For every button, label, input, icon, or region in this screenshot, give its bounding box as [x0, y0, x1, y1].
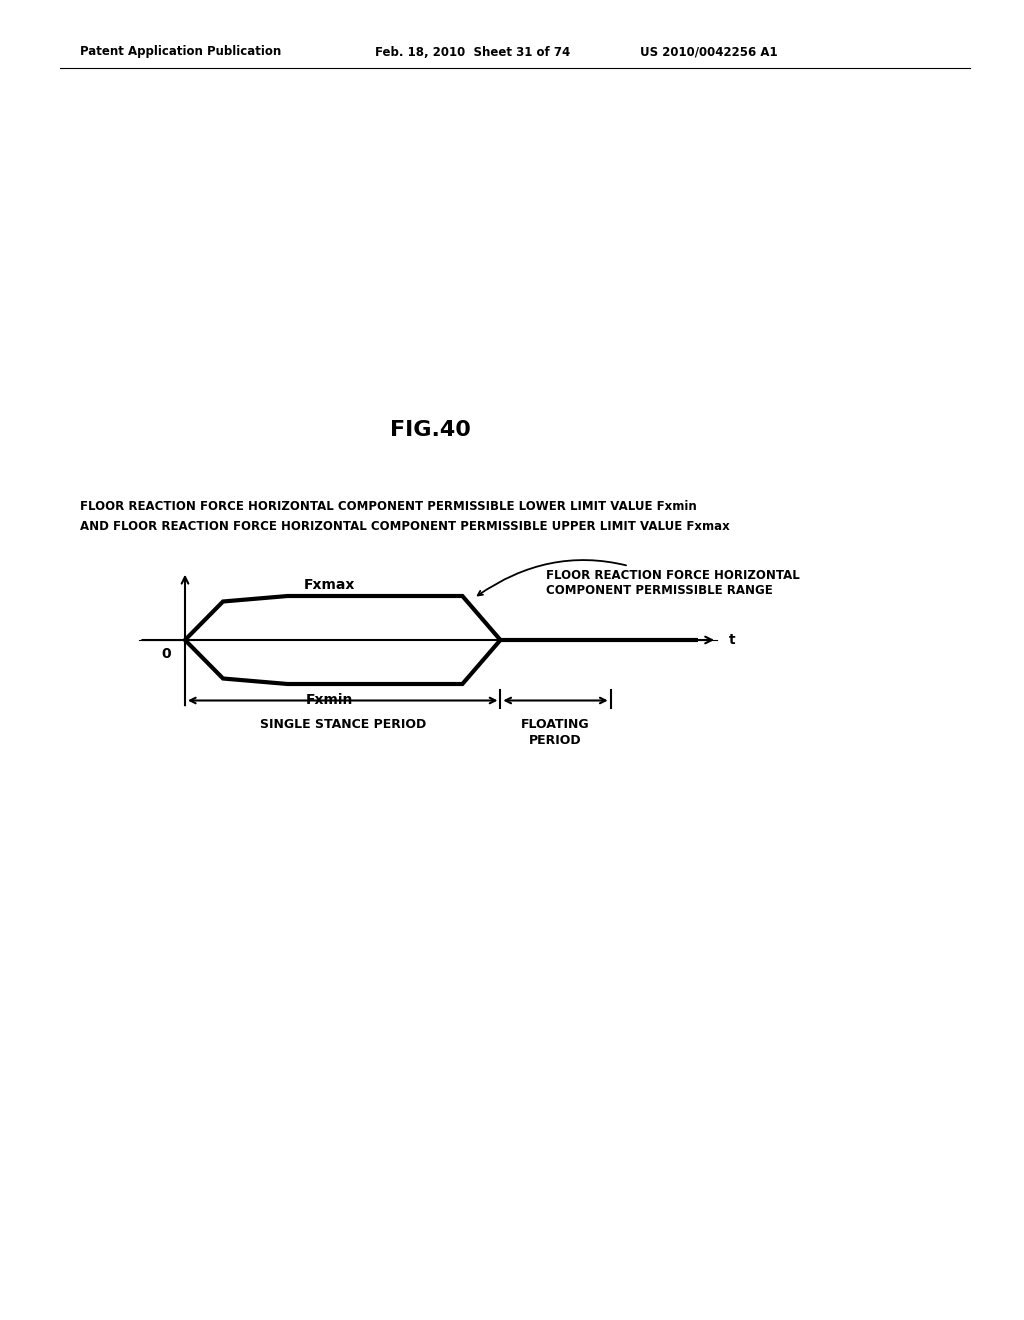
Text: Patent Application Publication: Patent Application Publication: [80, 45, 282, 58]
Text: Fxmax: Fxmax: [304, 578, 355, 591]
Text: FLOATING
PERIOD: FLOATING PERIOD: [521, 718, 590, 747]
Polygon shape: [185, 597, 501, 684]
Text: US 2010/0042256 A1: US 2010/0042256 A1: [640, 45, 777, 58]
Text: FIG.40: FIG.40: [389, 420, 470, 440]
Text: Fxmin: Fxmin: [306, 693, 353, 706]
Text: 0: 0: [161, 647, 171, 660]
Text: FLOOR REACTION FORCE HORIZONTAL
COMPONENT PERMISSIBLE RANGE: FLOOR REACTION FORCE HORIZONTAL COMPONEN…: [478, 560, 800, 597]
Text: Feb. 18, 2010  Sheet 31 of 74: Feb. 18, 2010 Sheet 31 of 74: [375, 45, 570, 58]
Text: AND FLOOR REACTION FORCE HORIZONTAL COMPONENT PERMISSIBLE UPPER LIMIT VALUE Fxma: AND FLOOR REACTION FORCE HORIZONTAL COMP…: [80, 520, 730, 533]
Text: FLOOR REACTION FORCE HORIZONTAL COMPONENT PERMISSIBLE LOWER LIMIT VALUE Fxmin: FLOOR REACTION FORCE HORIZONTAL COMPONEN…: [80, 500, 696, 513]
Text: SINGLE STANCE PERIOD: SINGLE STANCE PERIOD: [259, 718, 426, 731]
Text: t: t: [729, 634, 735, 647]
